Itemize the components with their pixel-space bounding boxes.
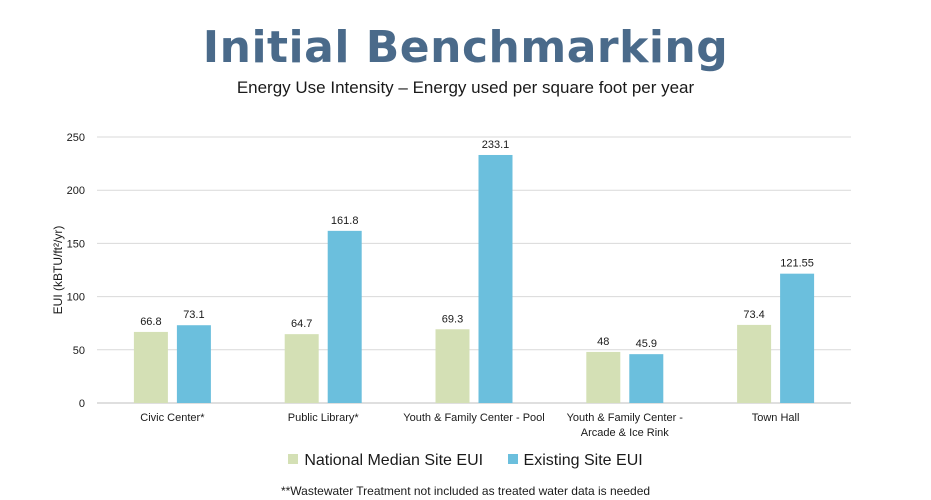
legend-label-national-median: National Median Site EUI xyxy=(304,452,484,469)
bar-existing-site xyxy=(478,154,513,403)
data-label: 64.7 xyxy=(291,318,312,330)
data-label: 48 xyxy=(597,336,609,348)
chart-title: Initial Benchmarking xyxy=(202,22,729,73)
data-label: 66.8 xyxy=(140,316,161,328)
y-tick-label: 200 xyxy=(67,185,85,197)
y-tick-label: 100 xyxy=(67,292,85,304)
bar-existing-site xyxy=(176,325,211,403)
data-label: 161.8 xyxy=(331,215,359,227)
legend-item-existing-site: Existing Site EUI xyxy=(507,452,643,470)
legend-swatch-national-median xyxy=(288,454,299,464)
x-tick-label: Town Hall xyxy=(752,412,800,424)
data-label: 73.1 xyxy=(183,309,204,321)
chart-subtitle: Energy Use Intensity – Energy used per s… xyxy=(236,78,695,97)
bar-national-median xyxy=(737,324,772,403)
y-tick-label: 150 xyxy=(67,238,85,250)
x-tick-label: Arcade & Ice Rink xyxy=(581,427,670,439)
bar-existing-site xyxy=(780,273,815,403)
data-label: 45.9 xyxy=(636,338,657,350)
data-label: 233.1 xyxy=(482,139,510,151)
data-label: 69.3 xyxy=(442,313,463,325)
y-tick-label: 0 xyxy=(79,398,85,410)
x-tick-label: Youth & Family Center - xyxy=(567,412,684,424)
y-tick-label: 50 xyxy=(73,345,85,357)
bar-national-median xyxy=(435,329,470,403)
data-label: 121.55 xyxy=(780,258,814,270)
legend-swatch-existing-site xyxy=(507,454,518,464)
bar-national-median xyxy=(133,331,168,403)
bar-chart: 0 50 100 150 200 250 EUI (kBTU/ft²/yr) 66.8 73.1… xyxy=(51,132,851,439)
footnote: **Wastewater Treatment not included as t… xyxy=(280,484,651,498)
bar-national-median xyxy=(284,334,319,403)
data-label: 73.4 xyxy=(743,309,764,321)
x-tick-label: Public Library* xyxy=(288,412,360,424)
chart-legend: National Median Site EUI Existing Site E… xyxy=(0,452,931,470)
bar-existing-site xyxy=(629,354,664,403)
y-tick-label: 250 xyxy=(67,132,85,144)
legend-label-existing-site: Existing Site EUI xyxy=(523,452,643,469)
bar-national-median xyxy=(586,351,621,403)
bar-existing-site xyxy=(327,230,362,403)
y-axis-label: EUI (kBTU/ft²/yr) xyxy=(51,226,65,315)
legend-item-national-median: National Median Site EUI xyxy=(288,452,483,470)
x-tick-label: Youth & Family Center - Pool xyxy=(403,412,544,424)
x-tick-label: Civic Center* xyxy=(140,412,205,424)
